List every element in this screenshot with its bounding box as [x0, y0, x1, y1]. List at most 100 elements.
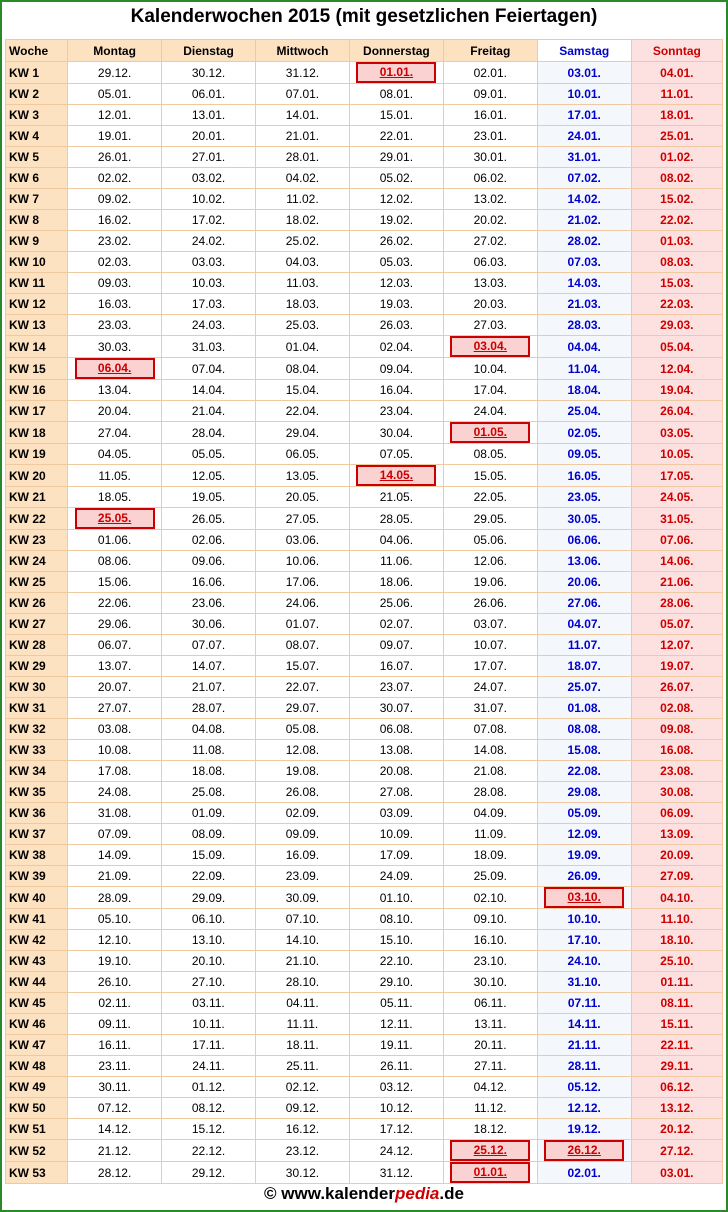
week-number-cell: KW 38: [4, 844, 69, 866]
date-cell-samstag: 01.08.: [536, 697, 632, 719]
table-row: KW 29 13.07. 14.07. 15.07. 16.07. 17.07. 18.07…: [4, 655, 724, 677]
date-cell-mittwoch: 04.02.: [255, 167, 350, 189]
date-cell-dienstag: 28.07.: [161, 697, 256, 719]
week-number-cell: KW 7: [4, 188, 69, 210]
date-cell-dienstag: 19.05.: [161, 486, 256, 508]
date-cell-montag: 02.11.: [67, 992, 163, 1014]
table-row: KW 18 27.04. 28.04. 29.04. 30.04. 01.05. 02.05…: [4, 421, 724, 444]
date-cell-montag: 03.08.: [67, 718, 163, 740]
date-cell-freitag: 18.09.: [442, 844, 538, 866]
date-cell-samstag: 28.03.: [536, 314, 632, 336]
week-number-cell: KW 4: [4, 125, 69, 147]
date-cell-donnerstag: 14.05.: [348, 464, 444, 487]
date-cell-donnerstag: 13.08.: [348, 739, 444, 761]
date-cell-sonntag: 19.04.: [630, 379, 724, 401]
date-cell-sonntag: 11.01.: [630, 83, 724, 105]
date-cell-mittwoch: 15.07.: [255, 655, 350, 677]
date-cell-dienstag: 11.08.: [161, 739, 256, 761]
date-cell-montag: 09.02.: [67, 188, 163, 210]
date-cell-sonntag: 08.11.: [630, 992, 724, 1014]
table-row: KW 35 24.08. 25.08. 26.08. 27.08. 28.08. 29.08…: [4, 781, 724, 803]
date-cell-montag: 04.05.: [67, 443, 163, 465]
table-row: KW 32 03.08. 04.08. 05.08. 06.08. 07.08. 08.08…: [4, 718, 724, 740]
date-cell-dienstag: 14.07.: [161, 655, 256, 677]
week-number-cell: KW 20: [4, 464, 69, 487]
date-cell-samstag: 07.02.: [536, 167, 632, 189]
date-cell-sonntag: 19.07.: [630, 655, 724, 677]
date-cell-mittwoch: 03.06.: [255, 529, 350, 551]
date-cell-freitag: 02.01.: [442, 61, 538, 84]
date-cell-mittwoch: 07.01.: [255, 83, 350, 105]
table-row: KW 49 30.11. 01.12. 02.12. 03.12. 04.12. 05.12…: [4, 1076, 724, 1098]
date-cell-montag: 10.08.: [67, 739, 163, 761]
date-cell-donnerstag: 12.03.: [348, 272, 444, 294]
date-cell-montag: 07.09.: [67, 823, 163, 845]
table-row: KW 48 23.11. 24.11. 25.11. 26.11. 27.11. 28.11…: [4, 1055, 724, 1077]
table-row: KW 22 25.05. 26.05. 27.05. 28.05. 29.05. 30.05…: [4, 507, 724, 530]
week-number-cell: KW 45: [4, 992, 69, 1014]
date-cell-sonntag: 21.06.: [630, 571, 724, 593]
date-cell-freitag: 05.06.: [442, 529, 538, 551]
date-cell-freitag: 27.03.: [442, 314, 538, 336]
date-cell-freitag: 11.12.: [442, 1097, 538, 1119]
header-mittwoch: Mittwoch: [255, 39, 350, 62]
date-cell-samstag: 08.08.: [536, 718, 632, 740]
date-cell-mittwoch: 24.06.: [255, 592, 350, 614]
date-cell-samstag: 23.05.: [536, 486, 632, 508]
date-cell-montag: 29.12.: [67, 61, 163, 84]
week-number-cell: KW 5: [4, 146, 69, 168]
date-cell-donnerstag: 16.04.: [348, 379, 444, 401]
date-cell-montag: 24.08.: [67, 781, 163, 803]
date-cell-mittwoch: 21.10.: [255, 950, 350, 972]
date-cell-samstag: 25.07.: [536, 676, 632, 698]
date-cell-dienstag: 08.09.: [161, 823, 256, 845]
date-cell-mittwoch: 09.09.: [255, 823, 350, 845]
holiday-date: 03.10.: [544, 887, 625, 908]
date-cell-samstag: 10.10.: [536, 908, 632, 930]
date-cell-donnerstag: 26.03.: [348, 314, 444, 336]
date-cell-montag: 29.06.: [67, 613, 163, 635]
date-cell-dienstag: 08.12.: [161, 1097, 256, 1119]
date-cell-mittwoch: 04.11.: [255, 992, 350, 1014]
date-cell-samstag: 21.03.: [536, 293, 632, 315]
date-cell-freitag: 31.07.: [442, 697, 538, 719]
footer-copyright: © www.kalenderpedia.de: [2, 1184, 726, 1208]
date-cell-sonntag: 24.05.: [630, 486, 724, 508]
date-cell-sonntag: 22.03.: [630, 293, 724, 315]
date-cell-sonntag: 29.03.: [630, 314, 724, 336]
date-cell-mittwoch: 14.01.: [255, 104, 350, 126]
date-cell-montag: 12.01.: [67, 104, 163, 126]
date-cell-montag: 18.05.: [67, 486, 163, 508]
table-row: KW 8 16.02. 17.02. 18.02. 19.02. 20.02. 21.02.…: [4, 209, 724, 231]
footer-suffix: .de: [439, 1184, 464, 1203]
date-cell-montag: 31.08.: [67, 802, 163, 824]
date-cell-samstag: 11.04.: [536, 357, 632, 380]
date-cell-sonntag: 26.04.: [630, 400, 724, 422]
date-cell-montag: 11.05.: [67, 464, 163, 487]
footer-prefix: © www.kalender: [264, 1184, 395, 1203]
week-number-cell: KW 46: [4, 1013, 69, 1035]
date-cell-donnerstag: 02.07.: [348, 613, 444, 635]
date-cell-donnerstag: 22.10.: [348, 950, 444, 972]
date-cell-donnerstag: 24.12.: [348, 1139, 444, 1162]
date-cell-mittwoch: 23.09.: [255, 865, 350, 887]
date-cell-sonntag: 06.12.: [630, 1076, 724, 1098]
date-cell-montag: 07.12.: [67, 1097, 163, 1119]
week-number-cell: KW 25: [4, 571, 69, 593]
date-cell-freitag: 29.05.: [442, 507, 538, 530]
table-row: KW 1 29.12. 30.12. 31.12. 01.01. 02.01. 03.01.…: [4, 61, 724, 84]
date-cell-montag: 13.07.: [67, 655, 163, 677]
week-number-cell: KW 31: [4, 697, 69, 719]
date-cell-montag: 16.02.: [67, 209, 163, 231]
table-row: KW 52 21.12. 22.12. 23.12. 24.12. 25.12. 26.12…: [4, 1139, 724, 1162]
date-cell-dienstag: 06.10.: [161, 908, 256, 930]
date-cell-mittwoch: 07.10.: [255, 908, 350, 930]
date-cell-donnerstag: 22.01.: [348, 125, 444, 147]
date-cell-samstag: 13.06.: [536, 550, 632, 572]
date-cell-dienstag: 10.02.: [161, 188, 256, 210]
date-cell-freitag: 03.07.: [442, 613, 538, 635]
date-cell-sonntag: 07.06.: [630, 529, 724, 551]
table-row: KW 30 20.07. 21.07. 22.07. 23.07. 24.07. 25.07…: [4, 676, 724, 698]
header-montag: Montag: [67, 39, 163, 62]
date-cell-mittwoch: 23.12.: [255, 1139, 350, 1162]
